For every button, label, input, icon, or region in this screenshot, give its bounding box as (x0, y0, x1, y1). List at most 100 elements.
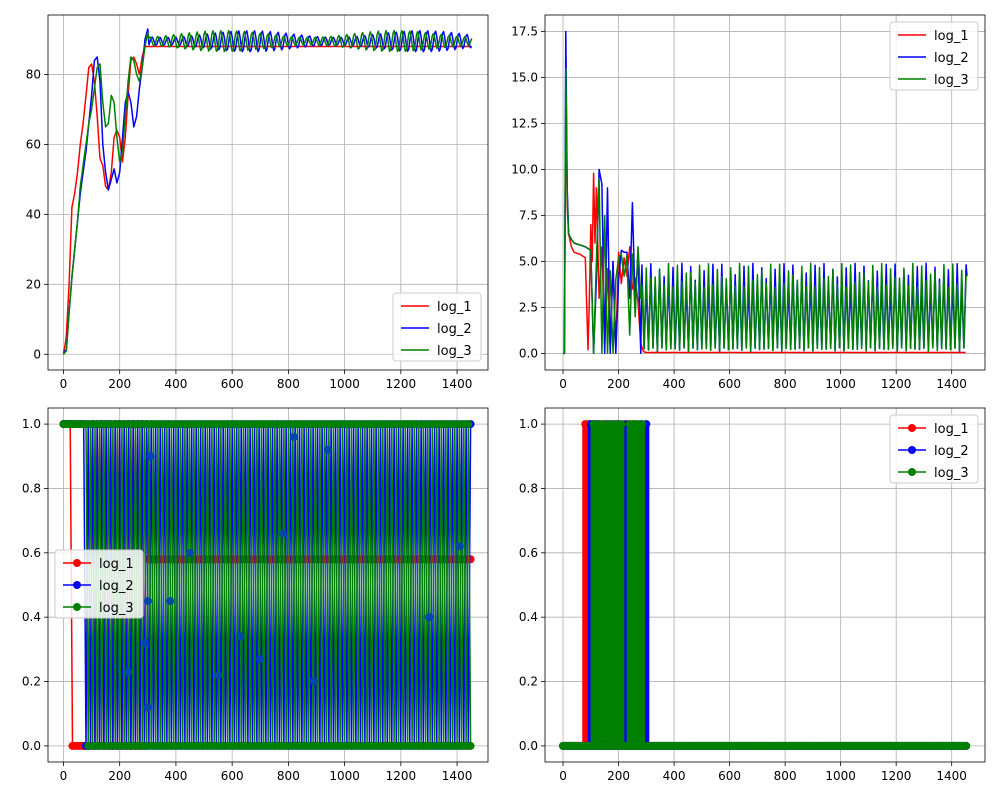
scattered-point (140, 638, 149, 647)
legend-marker-log_1 (908, 424, 916, 432)
y-tick-label: 60 (26, 137, 41, 151)
axes-frame (47, 14, 489, 371)
legend-box (889, 21, 979, 91)
legend-label-log_3: log_3 (437, 344, 472, 359)
y-tick-label: 0.6 (519, 546, 538, 560)
bottom-right-plot: 0 200 400 600 800 1000 1200 1400 0.0 0.2 0.4 0.6 0.8… (519, 407, 986, 783)
y-tick-label: 12.5 (511, 117, 538, 131)
y-tick-label: 0.6 (22, 546, 41, 560)
y-tick-label: 0.0 (22, 739, 41, 753)
x-tick-label: 400 (663, 377, 686, 391)
marker-log_3 (606, 420, 615, 429)
marker-log_3 (464, 420, 473, 429)
legend-label-log_1: log_1 (99, 557, 134, 572)
axes-frame (47, 407, 489, 763)
legend-marker-log_2 (908, 446, 916, 454)
x-axis: 0 200 400 600 800 1000 1200 1400 (559, 370, 967, 391)
scattered-point (143, 597, 152, 606)
marker-log_3 (466, 741, 475, 750)
legend-marker-log_1 (73, 559, 81, 567)
x-tick-label: 600 (718, 769, 741, 783)
x-tick-label: 0 (559, 377, 567, 391)
scattered-point (309, 677, 318, 686)
x-tick-label: 200 (108, 377, 131, 391)
legend-box (392, 292, 482, 362)
x-tick-label: 1000 (825, 377, 856, 391)
y-axis: 0 20 40 60 80 (26, 67, 48, 361)
x-tick-label: 1400 (936, 769, 967, 783)
scattered-point (166, 597, 175, 606)
y-axis: 0.0 2.5 5.0 7.5 10.0 12.5 15.0 17.5 (511, 25, 545, 360)
x-tick-label: 0 (60, 769, 68, 783)
x-tick-label: 1400 (442, 377, 473, 391)
x-tick-label: 200 (607, 377, 630, 391)
series-line-log_3 (63, 423, 472, 746)
series-line-log_3 (563, 67, 968, 355)
legend: log_1 log_2 log_3 (889, 414, 979, 484)
y-tick-label: 0.8 (22, 481, 41, 495)
plot-area (563, 30, 968, 355)
series-line-log_2 (63, 28, 473, 352)
x-tick-label: 200 (108, 769, 131, 783)
y-tick-label: 0.2 (22, 675, 41, 689)
x-axis: 0 200 400 600 800 1000 1200 1400 (60, 370, 473, 391)
x-tick-label: 1200 (386, 769, 417, 783)
legend: log_1 log_2 log_3 (392, 292, 482, 362)
x-tick-label: 1200 (881, 377, 912, 391)
x-tick-label: 400 (663, 769, 686, 783)
y-tick-label: 0.0 (519, 739, 538, 753)
y-tick-label: 0 (33, 347, 41, 361)
legend-label-log_3: log_3 (99, 601, 134, 616)
axes-frame (544, 14, 986, 371)
marker-log_3 (595, 420, 604, 429)
legend-label-log_3: log_3 (934, 73, 969, 88)
scattered-point (290, 432, 299, 441)
y-tick-label: 2.5 (519, 300, 538, 314)
x-tick-label: 400 (164, 769, 187, 783)
x-tick-label: 600 (221, 377, 244, 391)
legend-label-log_3: log_3 (934, 466, 969, 481)
x-tick-label: 800 (277, 377, 300, 391)
y-tick-label: 0.4 (519, 610, 538, 624)
x-tick-label: 400 (164, 377, 187, 391)
x-tick-label: 1200 (386, 377, 417, 391)
legend: log_1 log_2 log_3 (889, 21, 979, 91)
x-tick-label: 1400 (442, 769, 473, 783)
scattered-point (214, 671, 223, 680)
scattered-point (143, 703, 152, 712)
legend-marker-log_3 (908, 468, 916, 476)
x-tick-label: 200 (607, 769, 630, 783)
scattered-point (236, 632, 245, 641)
scattered-point (323, 445, 332, 454)
x-tick-label: 800 (774, 377, 797, 391)
x-tick-label: 600 (221, 769, 244, 783)
marker-log_3 (638, 420, 647, 429)
legend-label-log_2: log_2 (99, 579, 134, 594)
y-tick-label: 0.4 (22, 610, 41, 624)
y-tick-label: 7.5 (519, 208, 538, 222)
scattered-point (146, 452, 155, 461)
y-tick-label: 20 (26, 277, 41, 291)
marker-log_3 (617, 420, 626, 429)
legend: log_1 log_2 log_3 (54, 549, 144, 619)
scattered-point (424, 613, 433, 622)
legend-label-log_1: log_1 (437, 300, 472, 315)
x-tick-label: 1000 (329, 377, 360, 391)
x-tick-label: 0 (559, 769, 567, 783)
legend-label-log_2: log_2 (934, 51, 969, 66)
legend-label-log_2: log_2 (934, 444, 969, 459)
legend-label-log_1: log_1 (934, 422, 969, 437)
y-tick-label: 1.0 (519, 417, 538, 431)
series-line-log_3 (62, 29, 473, 355)
y-tick-label: 5.0 (519, 254, 538, 268)
plot-area (62, 28, 473, 355)
x-tick-label: 1000 (329, 769, 360, 783)
y-tick-label: 80 (26, 67, 41, 81)
x-tick-label: 1000 (825, 769, 856, 783)
y-tick-label: 0.8 (519, 481, 538, 495)
x-axis: 0 200 400 600 800 1000 1200 1400 (60, 762, 473, 783)
y-tick-label: 0.2 (519, 675, 538, 689)
scattered-point (278, 529, 287, 538)
y-tick-label: 1.0 (22, 417, 41, 431)
